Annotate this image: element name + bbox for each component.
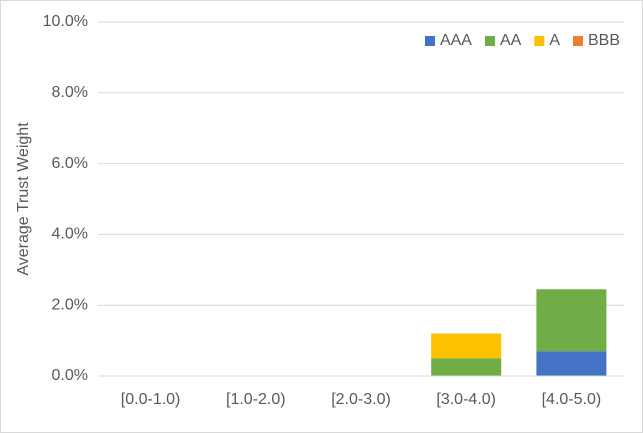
y-tick-label: 8.0% bbox=[52, 84, 88, 101]
x-tick-label: [0.0-1.0) bbox=[121, 391, 181, 408]
y-tick-label: 6.0% bbox=[52, 155, 88, 172]
x-tick-label: [2.0-3.0) bbox=[331, 391, 391, 408]
legend-label: AAA bbox=[440, 32, 472, 49]
bar-segment bbox=[536, 289, 607, 352]
legend-label: BBB bbox=[588, 32, 620, 49]
y-tick-label: 4.0% bbox=[52, 226, 88, 243]
y-tick-label: 10.0% bbox=[43, 13, 88, 30]
legend-swatch bbox=[534, 36, 545, 46]
bar-segment bbox=[536, 351, 607, 376]
x-tick-label: [3.0-4.0) bbox=[436, 391, 496, 408]
y-tick-label: 0.0% bbox=[52, 367, 88, 384]
legend-swatch bbox=[424, 36, 435, 46]
y-axis-label: Average Trust Weight bbox=[15, 122, 32, 276]
bar-segment bbox=[431, 333, 502, 359]
x-tick-label: [4.0-5.0) bbox=[542, 391, 602, 408]
x-tick-label: [1.0-2.0) bbox=[226, 391, 286, 408]
legend-swatch bbox=[572, 36, 583, 46]
legend-label: A bbox=[549, 32, 560, 49]
bar-segment bbox=[431, 358, 502, 376]
y-tick-label: 2.0% bbox=[52, 296, 88, 313]
legend-label: AA bbox=[500, 32, 522, 49]
legend-swatch bbox=[484, 36, 495, 46]
